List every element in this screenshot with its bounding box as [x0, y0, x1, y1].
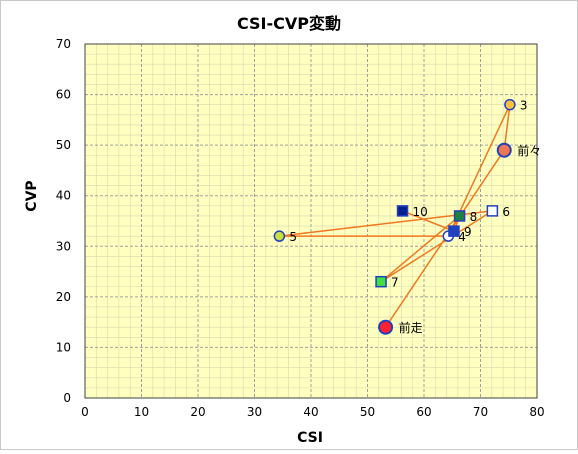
chart-title: CSI-CVP変動 [237, 14, 341, 33]
x-tick-label: 60 [416, 405, 431, 419]
point-label: 前々 [517, 143, 541, 158]
y-tick-label: 70 [56, 37, 71, 51]
point-label: 6 [502, 205, 510, 219]
y-tick-label: 50 [56, 138, 71, 152]
point-label: 3 [520, 99, 528, 113]
plot-border [84, 43, 538, 399]
point-label: 4 [458, 230, 466, 244]
data-point [496, 142, 512, 158]
series-line [279, 104, 511, 328]
x-tick-label: 0 [81, 405, 89, 419]
x-tick-label: 80 [529, 405, 544, 419]
y-tick-label: 60 [56, 88, 71, 102]
data-point [448, 225, 460, 237]
y-tick-label: 40 [56, 189, 71, 203]
data-point [486, 205, 499, 217]
point-label: 8 [470, 210, 478, 224]
point-labels: 前走 前々 3 4 5 6 7 89 10 [289, 99, 541, 336]
data-point [375, 275, 387, 288]
data-point [453, 210, 466, 222]
data-point [396, 205, 409, 217]
x-axis-label: CSI [297, 430, 323, 446]
point-label: 5 [289, 230, 297, 244]
x-tick-label: 10 [134, 405, 149, 419]
data-point [273, 230, 286, 242]
axes [84, 43, 538, 399]
data-point [504, 98, 516, 111]
x-tick-label: 40 [303, 405, 318, 419]
x-tick-label: 70 [473, 405, 488, 419]
series-points [273, 98, 516, 335]
y-tick-label: 30 [56, 239, 71, 253]
x-tick-label: 30 [247, 405, 262, 419]
y-tick-label: 0 [63, 391, 71, 405]
x-tick-label: 50 [360, 405, 375, 419]
series-lines [279, 104, 511, 328]
y-axis-label: CVP [24, 180, 40, 211]
point-label: 9 [464, 225, 472, 239]
grid-lines [84, 43, 538, 399]
point-label: 10 [413, 205, 428, 219]
x-tick-label: 20 [190, 405, 205, 419]
point-label: 7 [391, 276, 399, 290]
y-tick-label: 10 [56, 340, 71, 354]
point-label: 前走 [399, 320, 423, 335]
y-tick-label: 20 [56, 290, 71, 304]
data-point [378, 319, 394, 335]
tick-labels: 0 10 20 30 40 50 60 70 80 0 10 20 30 40 50 60 70 [56, 37, 545, 419]
